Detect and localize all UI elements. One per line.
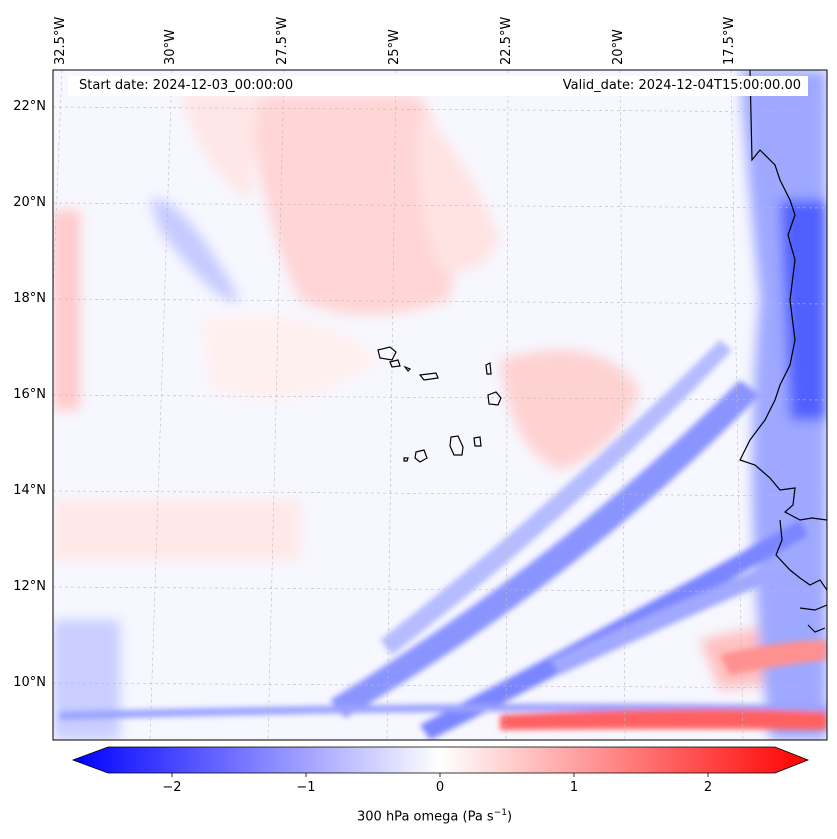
field-descent-northwest bbox=[180, 90, 260, 200]
lat-label-20n: 20°N bbox=[13, 195, 46, 210]
island-santa-luzia bbox=[403, 365, 412, 372]
field-ascent-band-4 bbox=[550, 560, 786, 675]
field-ascent-band-south bbox=[60, 703, 827, 720]
colorbar-label: 300 hPa omega (Pa s−1) bbox=[357, 808, 512, 824]
cape-verde-islands bbox=[377, 346, 502, 463]
valid-date-label: Valid_date: 2024-12-04T15:00:00.00 bbox=[562, 78, 801, 93]
field-ascent-coast-strong bbox=[780, 200, 827, 420]
field-descent-west-central bbox=[200, 315, 380, 400]
field-descent-band-southeast bbox=[720, 640, 827, 675]
omega-field bbox=[53, 70, 827, 740]
map-frame bbox=[52, 69, 828, 741]
gridlines bbox=[53, 70, 827, 740]
island-fogo bbox=[414, 449, 428, 463]
start-date-label: Start date: 2024-12-03_00:00:00 bbox=[79, 78, 294, 93]
lat-label-22n: 22°N bbox=[13, 99, 46, 114]
colorbar-tick-label: −2 bbox=[162, 780, 182, 795]
lon-label-25w: 25°W bbox=[387, 29, 402, 65]
field-descent-west bbox=[53, 210, 80, 410]
colorbar-label-end: ) bbox=[506, 809, 513, 825]
lon-label-32-5w: 32.5°W bbox=[53, 16, 68, 65]
island-maio bbox=[473, 436, 482, 447]
colorbar-label-exponent: −1 bbox=[493, 808, 507, 818]
lon-label-20w: 20°W bbox=[611, 29, 626, 65]
field-descent-strip-south bbox=[500, 709, 827, 730]
island-boa-vista bbox=[487, 391, 502, 406]
field-descent-southwest bbox=[53, 500, 300, 560]
field-ascent-band-2 bbox=[380, 340, 732, 655]
lat-label-16n: 16°N bbox=[13, 387, 46, 402]
africa-coastline bbox=[739, 70, 827, 521]
colorbar-ticks bbox=[171, 773, 709, 777]
lon-label-22-5w: 22.5°W bbox=[499, 16, 514, 65]
lon-label-17-5w: 17.5°W bbox=[722, 16, 737, 65]
guinea-coastline bbox=[775, 519, 827, 633]
colorbar bbox=[71, 746, 810, 777]
field-ascent-band-3 bbox=[420, 520, 808, 740]
field-ascent-southwest bbox=[53, 620, 120, 740]
island-santiago bbox=[449, 435, 464, 456]
lon-label-30w: 30°W bbox=[163, 29, 178, 65]
colorbar-tick-label: 1 bbox=[569, 780, 579, 795]
field-descent-central bbox=[500, 350, 640, 470]
field-descent-north bbox=[250, 95, 456, 315]
colorbar-label-main: 300 hPa omega (Pa s bbox=[357, 809, 494, 825]
field-ascent-band-1 bbox=[330, 380, 760, 718]
lat-label-10n: 10°N bbox=[13, 675, 46, 690]
lat-label-14n: 14°N bbox=[13, 483, 46, 498]
lon-label-27-5w: 27.5°W bbox=[275, 16, 290, 65]
field-ascent-northwest-band bbox=[150, 199, 240, 302]
field-descent-north-2 bbox=[417, 110, 500, 272]
colorbar-bar bbox=[71, 746, 810, 774]
colorbar-tick-label: −1 bbox=[296, 780, 316, 795]
island-sao-nicolau bbox=[418, 372, 439, 381]
island-sao-vicente bbox=[389, 359, 401, 368]
colorbar-tick-label: 2 bbox=[703, 780, 713, 795]
header-box bbox=[68, 76, 808, 96]
colorbar-tick-label: 0 bbox=[435, 780, 445, 795]
island-sal bbox=[485, 362, 492, 375]
lat-label-18n: 18°N bbox=[13, 291, 46, 306]
island-brava bbox=[403, 457, 409, 462]
lat-label-12n: 12°N bbox=[13, 579, 46, 594]
island-santo-antao bbox=[377, 346, 397, 361]
